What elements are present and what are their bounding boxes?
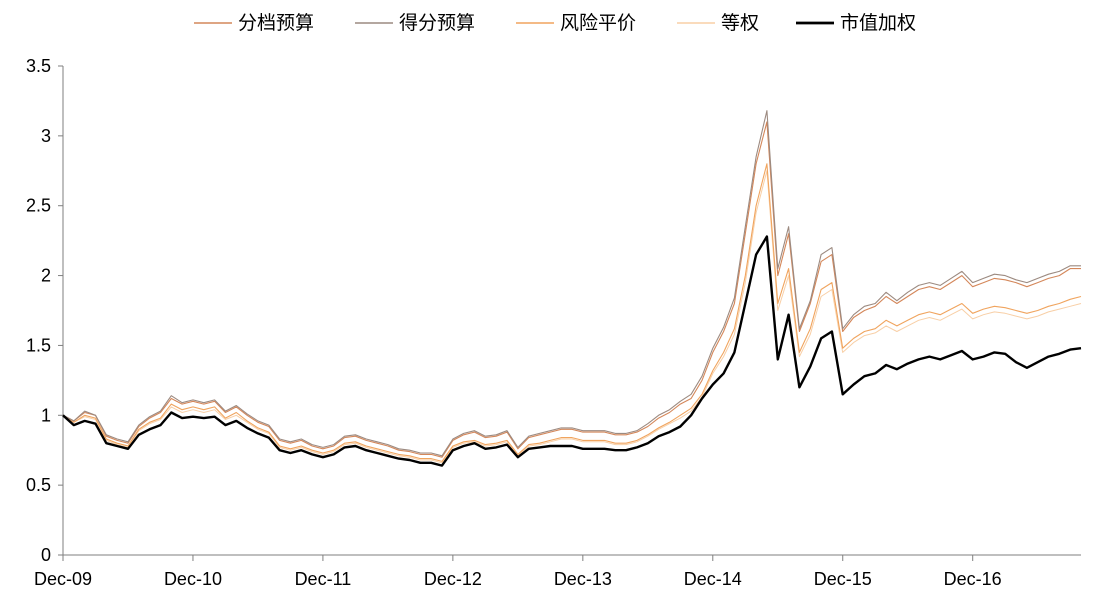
legend-label: 得分预算	[399, 12, 475, 34]
legend-label: 分档预算	[238, 12, 314, 34]
chart-axes: 0 0.5 1 1.5 2 2.5 3 3.5 Dec-09 Dec-10 Dec-11 Dec-12…	[26, 56, 1081, 589]
legend-item-1: 分档预算	[194, 12, 314, 34]
x-tick-label: Dec-09	[34, 569, 92, 589]
legend-item-4: 等权	[677, 12, 759, 34]
series-line-1	[62, 121, 1081, 458]
x-tick-label: Dec-15	[814, 569, 872, 589]
series-line-5	[62, 235, 1082, 467]
chart-series	[62, 110, 1082, 467]
legend-item-3: 风险平价	[516, 12, 636, 34]
chart-legend: 分档预算 得分预算 风险平价 等权 市值加权	[194, 12, 916, 34]
x-tick-label: Dec-11	[295, 569, 352, 589]
y-tick-label: 3	[41, 126, 51, 146]
legend-label: 等权	[721, 12, 759, 34]
legend-item-2: 得分预算	[355, 12, 475, 34]
series-line-3	[62, 163, 1082, 462]
series-line-4	[62, 170, 1082, 464]
x-tick-label: Dec-14	[684, 569, 742, 589]
legend-item-5: 市值加权	[796, 12, 916, 34]
x-tick-label: Dec-16	[944, 569, 1002, 589]
legend-label: 风险平价	[560, 12, 636, 34]
y-tick-label: 3.5	[26, 56, 51, 76]
y-tick-label: 2.5	[26, 196, 51, 216]
x-tick-label: Dec-12	[424, 569, 482, 589]
legend-label: 市值加权	[840, 12, 916, 34]
y-tick-label: 1	[41, 405, 51, 425]
x-tick-label: Dec-13	[554, 569, 612, 589]
y-tick-label: 1.5	[26, 335, 51, 355]
x-tick-label: Dec-10	[164, 569, 222, 589]
y-tick-label: 0	[41, 545, 51, 565]
y-tick-label: 0.5	[26, 475, 51, 495]
series-line-2	[62, 110, 1081, 457]
y-tick-label: 2	[41, 266, 51, 286]
